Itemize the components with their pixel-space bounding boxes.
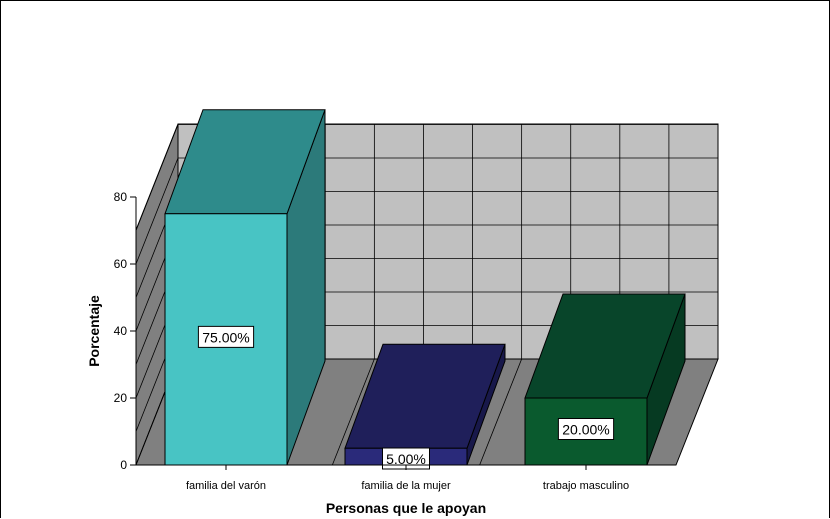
data-label: 5.00% xyxy=(386,451,426,467)
y-tick-label: 40 xyxy=(114,324,128,338)
y-tick-label: 20 xyxy=(114,391,128,405)
floor-gridline xyxy=(479,358,523,466)
x-tick-label: familia del varón xyxy=(186,480,266,492)
y-tick-label: 60 xyxy=(114,257,128,271)
data-label: 20.00% xyxy=(562,422,609,438)
y-axis-title: Porcentaje xyxy=(86,295,102,367)
data-label: 75.00% xyxy=(202,329,249,345)
left-wall-gridline xyxy=(135,124,179,231)
y-tick-label: 0 xyxy=(120,458,127,472)
x-axis-title: Personas que le apoyan xyxy=(326,500,486,516)
x-tick-label: familia de la mujer xyxy=(361,480,451,492)
y-tick-label: 80 xyxy=(114,190,128,204)
floor-gridline xyxy=(331,358,375,466)
data-label-box xyxy=(197,325,255,348)
data-label-box xyxy=(557,418,615,440)
left-wall-gridline xyxy=(135,157,179,265)
x-tick-label: trabajo masculino xyxy=(543,480,629,492)
